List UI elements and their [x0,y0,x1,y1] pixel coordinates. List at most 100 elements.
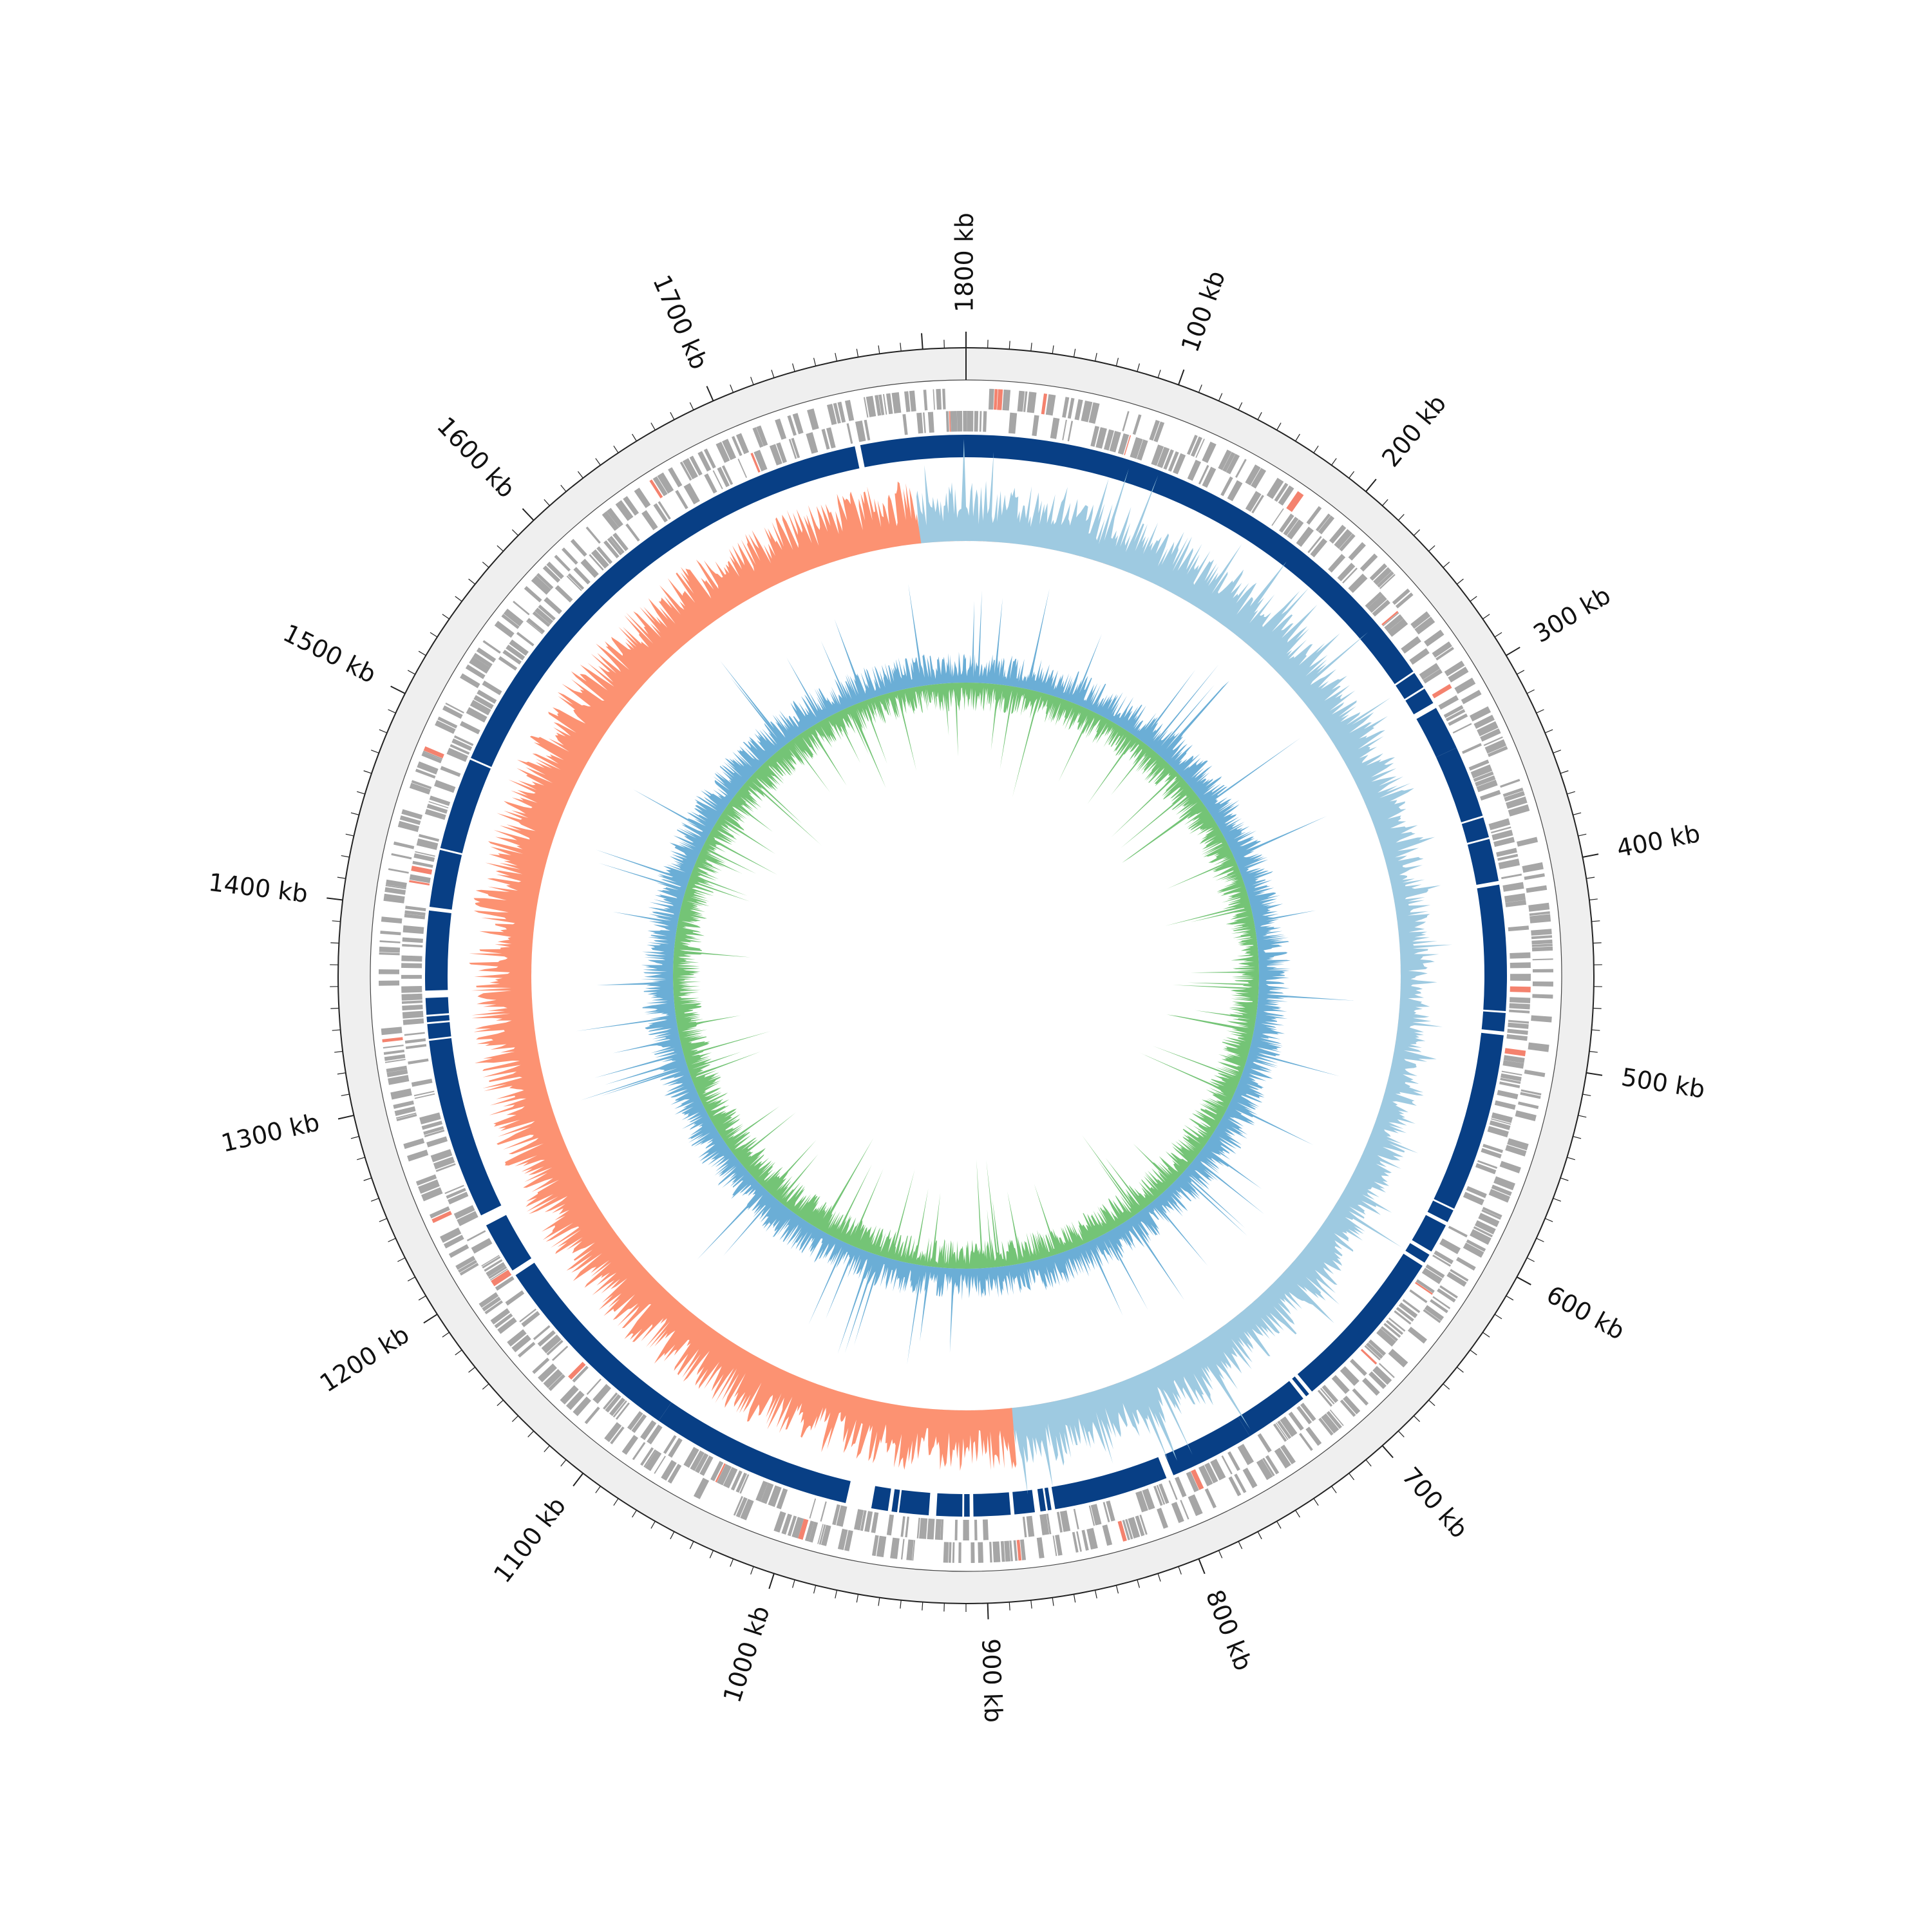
gene-feature [388,1075,410,1085]
major-tick [921,333,923,350]
gene-feature [591,549,609,569]
synteny-block [424,910,451,991]
gene-feature [385,884,406,889]
gene-feature [1329,524,1347,544]
major-tick [1586,1072,1603,1076]
gene-feature [1450,1269,1469,1282]
gene-feature [1432,1296,1451,1309]
gene-feature [1384,614,1404,632]
gene-feature [1135,1490,1148,1513]
gene-feature [817,1524,824,1544]
gene-feature [1266,477,1284,499]
gene-feature [900,1539,905,1560]
synteny-block [966,435,1414,685]
gene-feature [1439,1238,1461,1255]
minor-tick [357,791,365,795]
gene-feature [1086,1528,1098,1550]
minor-tick [1382,499,1388,506]
gene-feature [429,795,451,806]
gene-feature [1480,790,1501,801]
synteny-block [1461,817,1489,843]
gene-feature [1020,1539,1027,1560]
minor-tick [560,484,567,492]
gene-feature [573,567,591,585]
minor-tick [363,1177,372,1181]
gene-feature [1415,1282,1433,1295]
gene-feature [819,1524,826,1545]
gene-feature [1448,713,1468,726]
gene-feature [792,413,804,435]
gene-feature [1320,1388,1335,1405]
gene-feature [1275,1422,1289,1441]
minor-tick [1349,1473,1355,1481]
gene-feature [1531,939,1553,945]
minor-tick [482,562,489,568]
minor-tick [455,1349,462,1356]
gene-feature [584,1406,600,1425]
gene-feature [1503,1055,1525,1063]
minor-tick [595,1486,601,1493]
gene-feature [1326,1410,1342,1429]
gene-feature [1437,1288,1456,1303]
minor-tick [350,812,359,815]
gene-feature [537,1330,556,1347]
minor-tick [900,343,902,352]
minor-tick [813,1585,817,1594]
gene-feature [1159,1483,1170,1504]
gene-feature [1482,1144,1504,1153]
minor-tick [1030,343,1032,352]
minor-tick [442,614,450,620]
scale-label: 700 kb [1396,1462,1473,1544]
gene-feature [1381,611,1399,626]
gene-feature [640,1447,654,1466]
gene-feature [379,969,400,974]
gene-feature [1156,1484,1166,1505]
minor-tick [1030,1600,1032,1609]
gene-feature [906,1539,914,1561]
gene-feature [1013,1540,1018,1561]
minor-tick [1494,1314,1502,1320]
minor-tick [835,352,838,361]
gene-feature [875,395,882,416]
origin-label: 1800 kb [951,213,979,312]
minor-tick [613,1498,619,1506]
gene-feature [565,1390,585,1410]
scale-label: 1000 kb [717,1602,775,1706]
gene-feature [1444,660,1465,677]
minor-tick [1137,363,1140,372]
gene-feature [1109,431,1121,453]
gene-feature [788,439,797,459]
gene-feature [516,632,535,647]
gene-feature [1130,437,1143,459]
gene-feature [776,442,787,464]
gene-feature [997,389,1003,410]
major-tick [423,1313,438,1324]
gene-feature [1305,1426,1322,1446]
gene-feature [606,507,623,528]
gene-feature [383,1049,405,1056]
scale-label: 500 kb [1620,1063,1707,1104]
gene-feature [716,1464,732,1486]
gene-feature [401,809,423,820]
gene-feature [1532,969,1553,973]
minor-tick [1331,458,1337,466]
gene-feature [1487,746,1508,757]
gene-feature [440,1227,462,1243]
gene-feature [409,782,431,795]
minor-tick [330,1007,339,1009]
gene-feature [1421,1267,1443,1284]
gene-feature [1425,1264,1445,1278]
minor-tick [1567,1157,1575,1160]
minor-tick [1553,750,1562,753]
synteny-block [1477,884,1507,976]
gene-feature [860,1510,867,1531]
gene-feature [1520,1092,1541,1099]
gene-feature [486,1262,506,1277]
synteny-block-track [424,435,1507,1517]
gene-feature [641,510,658,531]
gene-feature [379,952,400,956]
gene-feature [411,1078,433,1087]
minor-tick [878,345,880,354]
gene-feature [1227,1451,1240,1472]
gene-feature [1056,1511,1063,1533]
